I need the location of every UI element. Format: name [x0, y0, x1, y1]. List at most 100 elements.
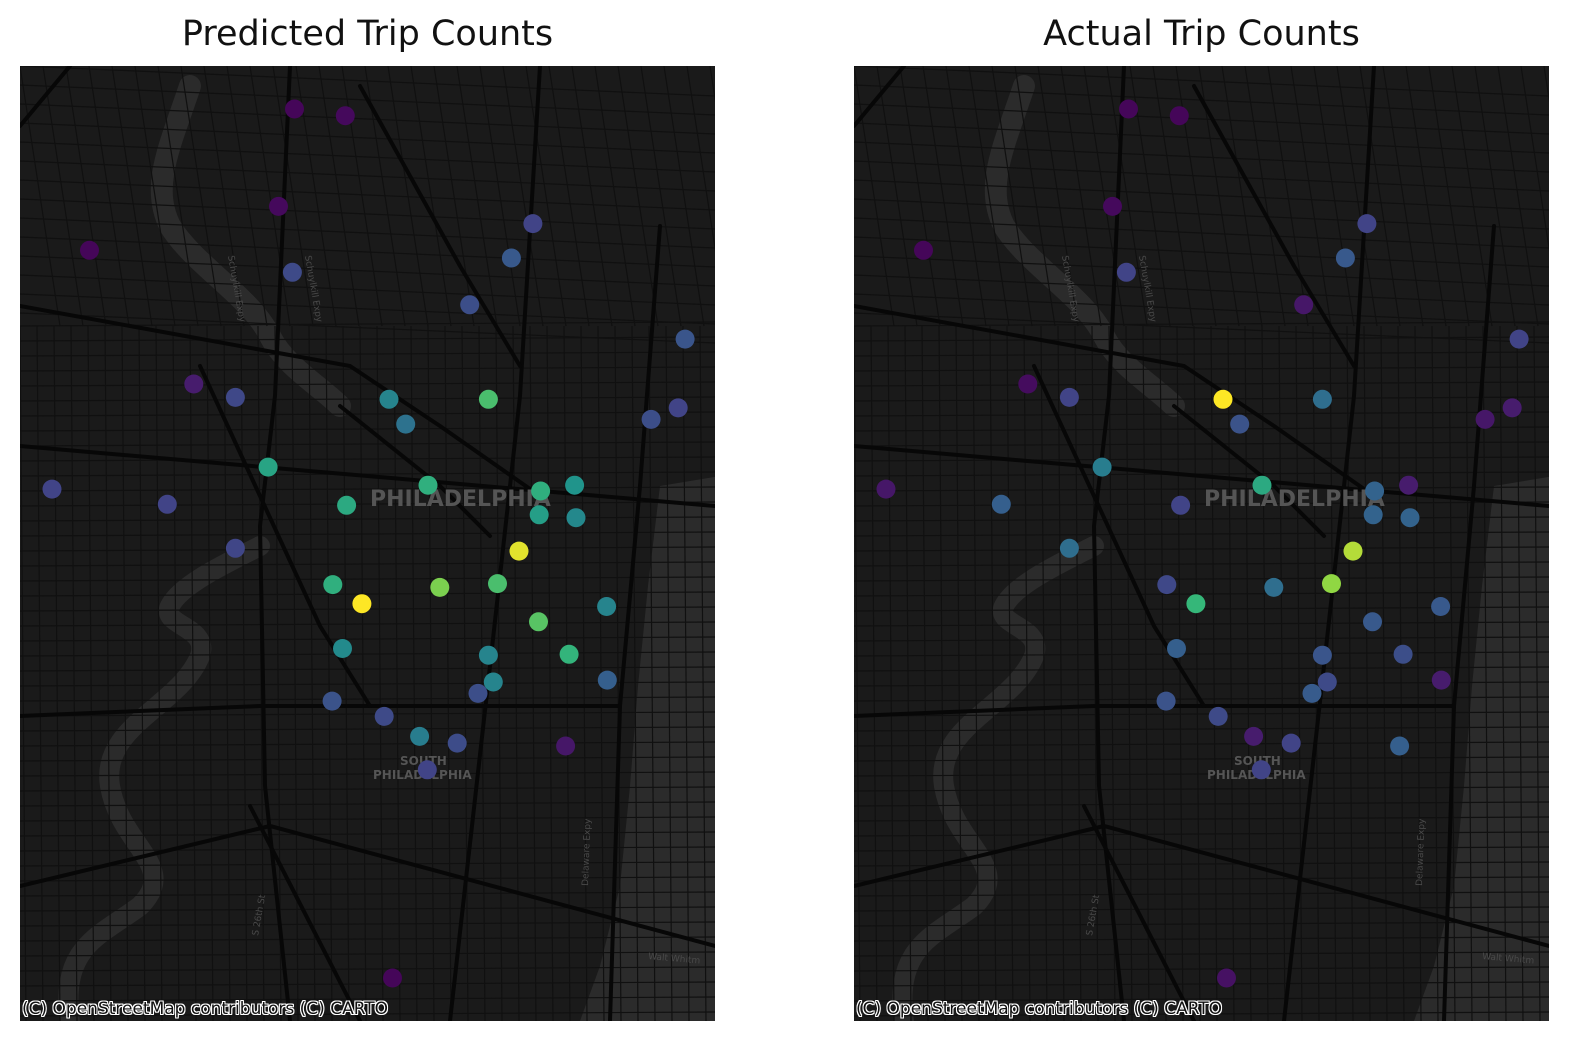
predicted-station-point-24 — [566, 508, 586, 528]
actual-station-point-34 — [1312, 645, 1332, 665]
predicted-station-point-22 — [565, 475, 585, 495]
actual-station-point-4 — [1116, 262, 1136, 282]
predicted-station-point-18 — [157, 494, 177, 514]
actual-station-point-38 — [1431, 670, 1451, 690]
actual-station-point-11 — [1213, 389, 1233, 409]
actual-station-point-39 — [1156, 691, 1176, 711]
predicted-station-point-40 — [374, 706, 394, 726]
actual-station-point-2 — [1103, 196, 1122, 216]
actual-station-point-16 — [1092, 457, 1112, 477]
actual-station-point-27 — [1322, 574, 1341, 594]
actual-station-point-36 — [1317, 672, 1337, 692]
predicted-station-point-19 — [418, 475, 438, 495]
predicted-station-point-20 — [337, 495, 357, 515]
predicted-station-point-38 — [597, 670, 617, 690]
actual-station-point-6 — [1335, 248, 1355, 268]
predicted-station-point-45 — [383, 968, 402, 988]
actual-station-point-22 — [1399, 475, 1419, 495]
predicted-label-city: PHILADELPHIA — [370, 487, 551, 512]
actual-station-point-32 — [1363, 612, 1382, 632]
actual-label-road-5: Walt Whitm — [1482, 952, 1535, 967]
actual-schuylkill-river-south — [892, 536, 1104, 1021]
actual-station-point-9 — [1018, 374, 1038, 394]
actual-map: PHILADELPHIASOUTHPHILADELPHIASchuylkill … — [854, 66, 1549, 1021]
predicted-station-point-2 — [269, 196, 288, 216]
predicted-station-point-34 — [478, 645, 498, 665]
actual-station-point-44 — [1251, 760, 1271, 780]
actual-station-point-10 — [1059, 387, 1079, 407]
predicted-station-point-6 — [501, 248, 521, 268]
predicted-station-point-37 — [468, 683, 488, 703]
actual-station-point-7 — [1294, 295, 1314, 315]
predicted-station-point-30 — [352, 594, 372, 614]
predicted-station-point-5 — [523, 214, 543, 234]
actual-label-city: PHILADELPHIA — [1204, 487, 1385, 512]
actual-station-point-8 — [1509, 329, 1529, 349]
predicted-station-point-10 — [225, 387, 245, 407]
actual-station-point-41 — [1244, 726, 1264, 746]
predicted-map-background — [20, 66, 715, 1021]
actual-station-point-37 — [1302, 683, 1322, 703]
actual-station-point-42 — [1281, 733, 1301, 753]
predicted-station-point-14 — [641, 409, 661, 429]
predicted-title: Predicted Trip Counts — [181, 14, 554, 54]
actual-station-point-23 — [1363, 505, 1383, 525]
predicted-station-point-16 — [258, 457, 278, 477]
predicted-station-point-35 — [559, 644, 579, 664]
actual-station-point-0 — [1119, 99, 1138, 119]
predicted-station-point-4 — [282, 262, 302, 282]
actual-station-point-13 — [1230, 414, 1250, 434]
actual-station-point-28 — [1157, 575, 1177, 595]
predicted-map: PHILADELPHIASOUTHPHILADELPHIASchuylkill … — [20, 66, 715, 1021]
predicted-station-point-43 — [556, 736, 576, 756]
predicted-station-point-15 — [668, 398, 688, 418]
predicted-delaware-river — [580, 476, 715, 1021]
actual-station-point-14 — [1475, 409, 1495, 429]
predicted-stations — [42, 99, 695, 988]
actual-station-point-25 — [1059, 538, 1079, 558]
actual-station-point-43 — [1390, 736, 1410, 756]
predicted-station-point-12 — [478, 389, 498, 409]
predicted-station-point-29 — [430, 577, 450, 597]
actual-station-point-5 — [1357, 214, 1377, 234]
actual-station-point-17 — [876, 479, 896, 499]
actual-station-point-26 — [1343, 541, 1363, 561]
actual-map-background — [854, 66, 1549, 1021]
actual-station-point-40 — [1208, 706, 1228, 726]
predicted-station-point-11 — [379, 389, 399, 409]
predicted-station-point-8 — [675, 329, 695, 349]
predicted-schuylkill-river-south — [58, 536, 270, 1021]
predicted-station-point-9 — [184, 374, 204, 394]
predicted-station-point-28 — [323, 575, 343, 595]
predicted-station-point-42 — [447, 733, 467, 753]
predicted-major-roads — [20, 66, 715, 1021]
actual-map-canvas: PHILADELPHIASOUTHPHILADELPHIASchuylkill … — [854, 66, 1549, 1021]
predicted-station-point-33 — [333, 639, 352, 658]
actual-attribution: (C) OpenStreetMap contributors (C) CARTO — [856, 999, 1223, 1019]
actual-station-point-3 — [914, 240, 933, 260]
predicted-station-point-1 — [335, 106, 355, 126]
predicted-station-point-25 — [225, 538, 245, 558]
predicted-label-road-4: Delaware Expy — [581, 818, 593, 886]
actual-station-point-12 — [1312, 389, 1332, 409]
predicted-street-grid — [20, 66, 715, 1021]
actual-station-point-29 — [1264, 577, 1284, 597]
predicted-station-point-39 — [322, 691, 342, 711]
actual-label-road-4: Delaware Expy — [1415, 818, 1427, 886]
predicted-map-canvas: PHILADELPHIASOUTHPHILADELPHIASchuylkill … — [20, 66, 715, 1021]
predicted-station-point-23 — [529, 505, 549, 525]
actual-stations — [876, 99, 1529, 988]
predicted-station-point-31 — [597, 597, 617, 616]
actual-station-point-31 — [1431, 597, 1451, 616]
predicted-station-point-26 — [509, 541, 529, 561]
actual-station-point-1 — [1169, 106, 1189, 126]
actual-station-point-24 — [1400, 508, 1420, 528]
predicted-station-point-0 — [285, 99, 304, 119]
predicted-station-point-17 — [42, 479, 62, 499]
actual-delaware-river — [1414, 476, 1549, 1021]
actual-station-point-45 — [1217, 968, 1236, 988]
predicted-station-point-41 — [410, 726, 430, 746]
actual-station-point-18 — [991, 494, 1011, 514]
actual-station-point-20 — [1171, 495, 1191, 515]
actual-station-point-19 — [1252, 475, 1272, 495]
